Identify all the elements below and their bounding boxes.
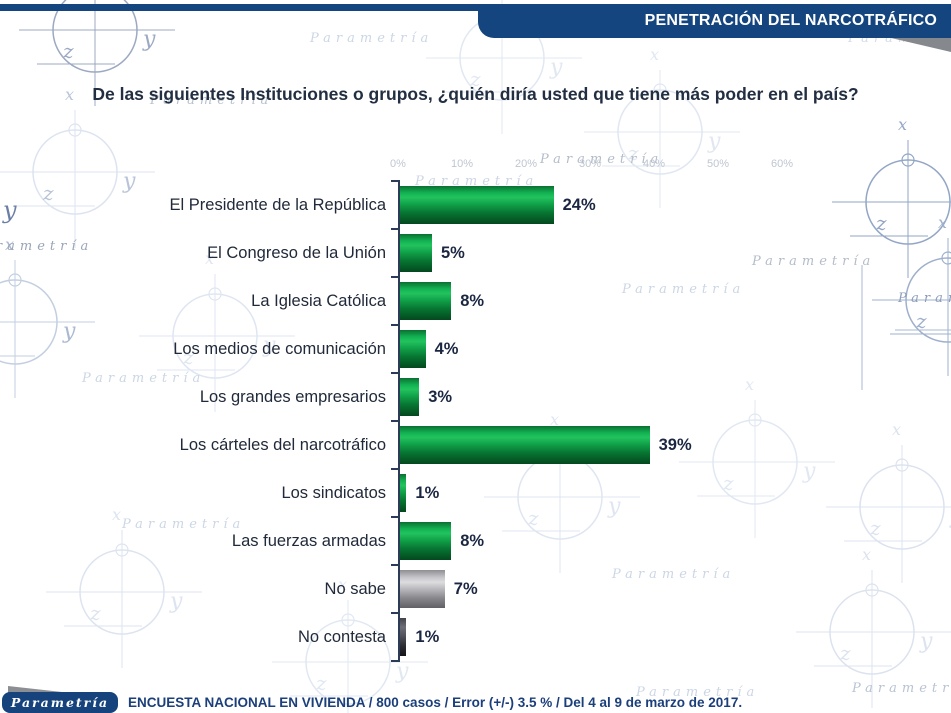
parametria-logo-label: Parametría	[10, 695, 110, 710]
bar	[400, 522, 452, 560]
y-axis-tick	[391, 612, 399, 614]
y-axis-tick	[391, 372, 399, 374]
watermark-word: Parametría	[81, 371, 205, 386]
x-axis-tick-label: 30%	[578, 158, 602, 170]
y-axis-tick	[391, 468, 399, 470]
watermark-word: Parametría	[149, 93, 273, 108]
watermark-word: Parametría	[0, 239, 93, 254]
watermark-word: Parametría	[851, 681, 951, 696]
watermark-word: Parametría	[539, 152, 663, 167]
x-axis-tick-label: 10%	[450, 158, 474, 170]
bar	[400, 282, 452, 320]
watermark-word: Parametría	[635, 685, 759, 700]
bar	[400, 618, 407, 656]
top-rule-bar	[0, 4, 951, 11]
y-axis-tick	[391, 324, 399, 326]
watermark-word: Parametría	[611, 567, 735, 582]
category-label: No contesta	[297, 628, 386, 646]
watermark-word: Parametría	[897, 291, 951, 306]
watermark-word: Parametría	[309, 31, 433, 46]
y-axis-tick	[391, 228, 399, 230]
section-banner: PENETRACIÓN DEL NARCOTRÁFICO	[478, 4, 951, 38]
x-axis-tick-label: 40%	[642, 158, 666, 170]
y-axis-tick	[391, 420, 399, 422]
category-label: No sabe	[324, 580, 386, 598]
y-axis-tick	[391, 276, 399, 278]
category-label: El Congreso de la Unión	[207, 244, 386, 262]
value-label: 8%	[460, 292, 485, 310]
y-axis-tick	[391, 180, 399, 182]
y-axis-tick	[391, 564, 399, 566]
bar	[400, 378, 420, 416]
bar	[400, 426, 650, 464]
page-title: De las siguientes Instituciones o grupos…	[92, 84, 859, 104]
axis-letter-y: y	[2, 196, 17, 224]
value-label: 3%	[428, 388, 453, 406]
bar	[400, 186, 554, 224]
x-axis-tick-label: 20%	[514, 158, 538, 170]
value-label: 39%	[658, 436, 692, 454]
watermark-word: Parametría	[621, 282, 745, 297]
watermark-word: Parametría	[121, 517, 245, 532]
survey-methodology-text: ENCUESTA NACIONAL EN VIVIENDA / 800 caso…	[128, 695, 743, 710]
parametria-logo: Parametría	[2, 692, 118, 713]
bar	[400, 570, 445, 608]
value-label: 7%	[453, 580, 478, 598]
y-axis-tick	[391, 660, 399, 662]
category-label: Las fuerzas armadas	[231, 532, 386, 550]
watermark-word: Parametría	[751, 254, 875, 269]
bar	[400, 234, 432, 272]
bar	[400, 330, 426, 368]
y-axis-line	[398, 180, 400, 662]
category-label: Los medios de comunicación	[173, 340, 386, 358]
value-label: 8%	[460, 532, 485, 550]
x-axis-tick-label: 60%	[770, 158, 794, 170]
value-label: 24%	[562, 196, 596, 214]
category-label: Los cárteles del narcotráfico	[179, 436, 386, 454]
bar	[400, 474, 407, 512]
category-label: Los grandes empresarios	[199, 388, 386, 406]
category-label: El Presidente de la República	[169, 196, 386, 214]
value-label: 4%	[434, 340, 459, 358]
section-banner-label: PENETRACIÓN DEL NARCOTRÁFICO	[644, 12, 937, 29]
value-label: 1%	[415, 628, 440, 646]
y-axis-tick	[391, 516, 399, 518]
category-label: La Iglesia Católica	[251, 292, 386, 310]
value-label: 1%	[415, 484, 440, 502]
category-label: Los sindicatos	[281, 484, 386, 502]
page-fold-top-right	[887, 34, 951, 52]
x-axis-tick-label: 50%	[706, 158, 730, 170]
watermark-word: Parametría	[414, 174, 538, 189]
x-axis-tick-label: 0%	[390, 158, 406, 170]
value-label: 5%	[441, 244, 465, 262]
